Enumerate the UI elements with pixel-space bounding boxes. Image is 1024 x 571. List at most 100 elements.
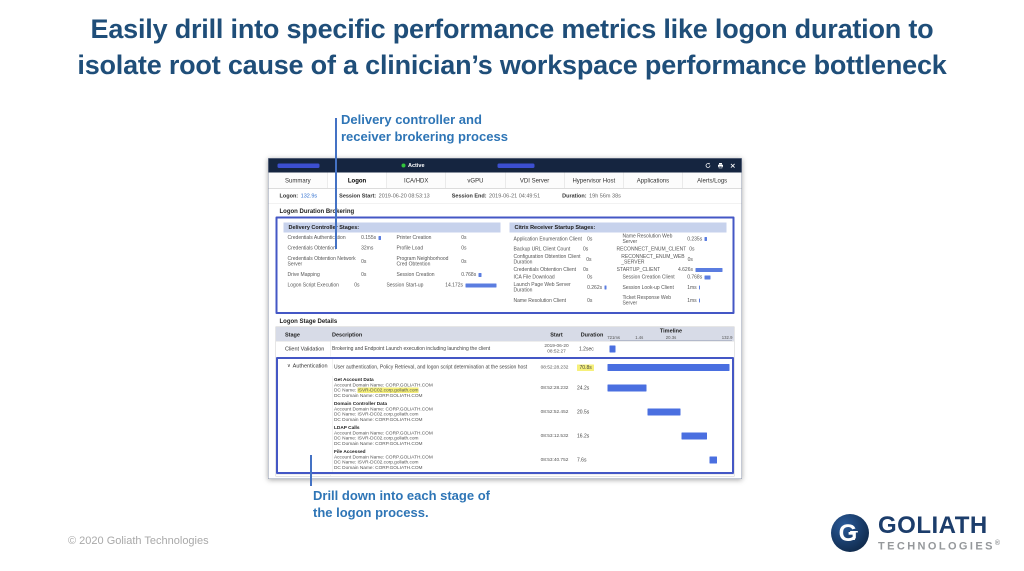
column-header-timeline: Timeline 721ms 1.4s 20.3s 132.9 (607, 328, 733, 341)
duration-cell: 24.2s (577, 385, 590, 391)
stage-mini-bar (604, 285, 607, 290)
stage-mini-bar (704, 237, 708, 241)
stage-value: 0.235s (687, 236, 722, 242)
stage-value: 0.768s (461, 272, 496, 278)
stage-label: Printer Creation (396, 235, 432, 241)
subrow-title: File Accessed (334, 449, 366, 455)
tab-alerts-logs[interactable]: Alerts/Logs (697, 176, 728, 184)
detail-prefix: DC Name: (334, 411, 358, 417)
panel-row: Launch Page Web Server Duration 0.262s Ses… (510, 281, 727, 294)
duration-cell: 20.5s (577, 409, 590, 415)
stage-value-text: 4.626s (677, 267, 693, 273)
column-header-stage: Stage (285, 332, 300, 338)
subrow-title: Get Account Data (334, 377, 374, 383)
refresh-icon[interactable] (705, 162, 711, 169)
tab-vdi-server[interactable]: VDI Server (505, 172, 565, 188)
stage-label: Name Resolution Client (513, 297, 567, 304)
annotation-drill-down: Drill down into each stage of the logon … (313, 488, 490, 522)
table-subrow-get-account-data[interactable]: Get Account Data Account Domain Name: COR… (278, 376, 732, 400)
duration-highlight: 70.8s (577, 364, 595, 371)
subrow-detail-line: DC Domain Name: CORP.GOLIATH.COM (334, 417, 531, 422)
stage-label: RECONNECT_ENUM_CLIENT (616, 246, 687, 253)
annotation-bottom-line1: Drill down into each stage of (313, 488, 490, 503)
stage-value-text: 0s (461, 258, 467, 265)
registered-mark: ® (994, 539, 1000, 547)
stage-value: 0s (587, 275, 619, 281)
subrow-title: Domain Controller Data (334, 401, 388, 407)
annotation-bottom-line2: the logon process. (313, 504, 429, 520)
timeline-bar (607, 384, 647, 392)
tab-vgpu[interactable]: vGPU (446, 172, 506, 188)
timeline-bar (709, 456, 717, 464)
detail-prefix: DC Name: (334, 435, 358, 441)
logo-name: GOLIATH (878, 511, 988, 539)
table-row-authentication[interactable]: ∨ Authentication User authentication, Po… (278, 359, 732, 376)
start-cell: 2019-06-20 08:52:27 (537, 343, 576, 355)
chevron-down-icon[interactable]: ∨ (287, 363, 291, 369)
detail-value: CORP.GOLIATH.COM (375, 416, 423, 423)
stage-value-text: 32ms (361, 245, 374, 252)
description-cell: Get Account Data Account Domain Name: COR… (333, 376, 535, 400)
timeline-tick-label: 20.3s (665, 335, 677, 340)
tab-summary[interactable]: Summary (269, 172, 328, 188)
stage-value: 0s (587, 298, 619, 304)
stage-label: Profile Load (396, 245, 424, 252)
table-row-gpo[interactable]: GPO Group Policy Execution 08:53:50.684 … (276, 474, 734, 476)
stage-value-text: 0s (583, 267, 589, 273)
description-cell: User authentication, Policy Retrieval, a… (334, 364, 528, 371)
stage-mini-bar (378, 235, 382, 240)
session-info-item: Session Start: 2019-06-20 08:53:13 (339, 193, 430, 199)
tab-logon[interactable]: Logon (327, 172, 387, 188)
stage-label: Application Enumeration Client (513, 236, 582, 242)
stage-value: 0s (688, 257, 723, 263)
stage-label: Ticket Response Web Server (622, 295, 672, 306)
stage-value-text: 1ms (687, 297, 697, 304)
duration-cell: 70.8s (574, 364, 606, 371)
subrow-detail-line: DC Name: ISVR-DC02.corp.goliath.com (334, 460, 531, 465)
table-subrow-domain-controller-data[interactable]: Domain Controller Data Account Domain Nam… (278, 400, 732, 424)
stage-value-text: 14.172s (445, 282, 463, 289)
session-info-item: Duration: 19h 56m 38s (562, 193, 621, 199)
copyright-text: © 2020 Goliath Technologies (68, 535, 209, 547)
detail-value: CORP.GOLIATH.COM (385, 454, 433, 460)
close-icon[interactable] (730, 163, 736, 169)
panel-row: Credentials Obtention Network Server 0s Pr… (284, 254, 501, 270)
detail-prefix: DC Domain Name: (334, 440, 376, 447)
tab-ica-hdx[interactable]: ICA/HDX (387, 172, 447, 188)
table-subrow-file-accessed[interactable]: File Accessed Account Domain Name: CORP.G… (278, 448, 732, 472)
table-subrow-ldap-calls[interactable]: LDAP Calls Account Domain Name: CORP.GOLI… (278, 424, 732, 448)
session-info-label: Duration: (562, 193, 587, 199)
timeline-tick-label: 1.4s (635, 335, 644, 340)
timeline-bar (607, 364, 730, 371)
detail-value: CORP.GOLIATH.COM (385, 430, 433, 436)
stage-value: 0s (587, 236, 619, 242)
stage-value: 4.626s (678, 267, 723, 273)
stage-mini-bar (465, 283, 497, 288)
subrow-detail-line: DC Name: ISVR-DC02.corp.goliath.com (334, 436, 531, 441)
stage-value: 0s (354, 283, 383, 289)
timeline-cell (606, 400, 732, 424)
stage-label: Credentials Obtention (287, 245, 336, 252)
subrow-title: LDAP Calls (334, 425, 360, 431)
session-info-item: Logon: 132.9s (280, 193, 318, 199)
authentication-subrows: Get Account Data Account Domain Name: COR… (278, 376, 732, 472)
print-icon[interactable] (718, 163, 724, 169)
duration-cell: 7.6s (577, 457, 587, 463)
tab-hypervisor-host[interactable]: Hypervisor Host (564, 172, 624, 188)
stage-value-text: 0s (587, 297, 593, 304)
detail-value: CORP.GOLIATH.COM (385, 406, 433, 412)
tab-applications[interactable]: Applications (624, 172, 683, 188)
stage-value-text: 0.768s (687, 274, 703, 281)
window-titlebar: Active (268, 158, 742, 173)
table-row-client-validation[interactable]: Client Validation Brokering and Endpoint… (276, 341, 734, 357)
slide-title: Easily drill into specific performance m… (0, 12, 1024, 83)
detail-value: CORP.GOLIATH.COM (385, 382, 433, 388)
panel-row: Backup URL Client Count 0s RECONNECT_ENUM_… (510, 246, 727, 254)
stage-value: 32ms (361, 246, 393, 252)
start-cell: 08:52:52.452 (540, 408, 569, 415)
stage-value: 0.262s (587, 285, 619, 290)
redacted-username-pill (277, 163, 320, 168)
annotation-delivery-controller: Delivery controller and receiver brokeri… (341, 112, 508, 146)
panel-row: ICA File Download 0s Session Creation Clie… (510, 274, 727, 282)
start-cell: 08:53:40.752 (540, 456, 569, 463)
